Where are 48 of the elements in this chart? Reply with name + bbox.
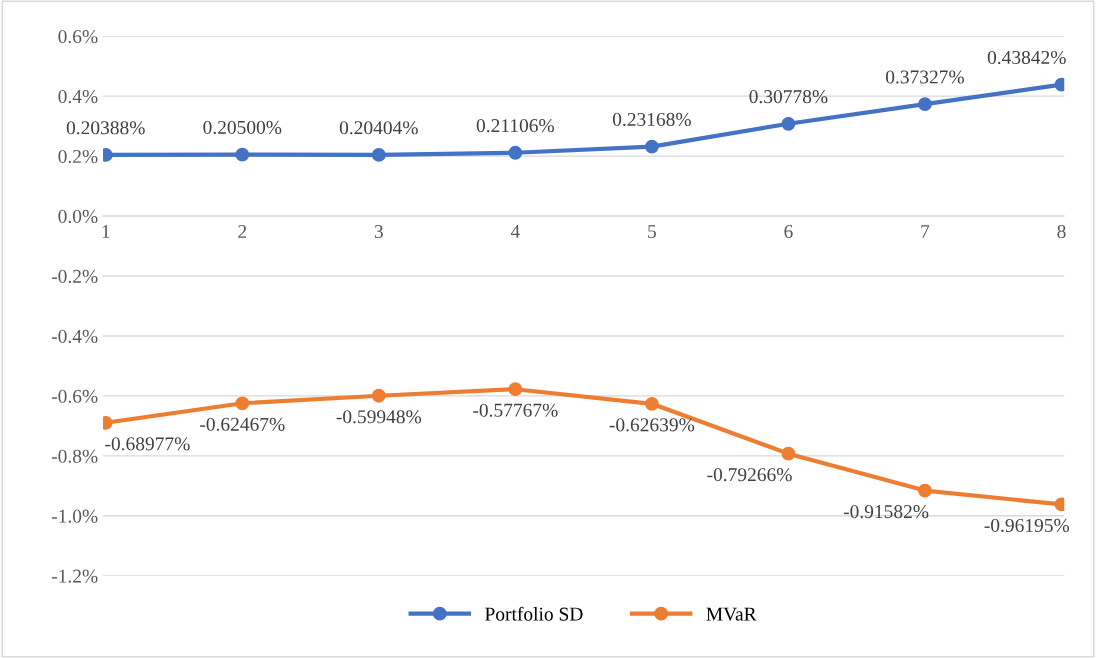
point [371,147,386,162]
data-label: 0.21106% [476,119,555,133]
point [644,139,659,154]
point [781,116,796,131]
x-tick-label: 6 [784,224,793,239]
data-label: -0.79266% [707,468,792,482]
data-label: 0.30778% [749,90,828,104]
y-tick-label: 0.2% [58,149,98,164]
y-tick-label: -0.4% [51,329,98,343]
point [918,97,932,112]
data-label: 0.20500% [203,120,282,135]
y-tick-label: -1.2% [51,569,98,583]
y-tick-label: -1.0% [51,509,98,523]
x-tick-label: 4 [510,225,520,238]
x-tick-label: 3 [374,224,383,239]
point [781,446,796,461]
y-tick-label: -0.8% [51,449,98,463]
point [918,483,932,498]
data-label: 0.23168% [612,112,691,127]
data-label: -0.68977% [105,437,190,451]
legend-label: MVaR [706,607,757,621]
legend-label: Portfolio SD [485,606,583,621]
x-tick-label: 8 [1057,224,1066,239]
data-label: -0.96195% [984,518,1070,533]
point [235,147,250,162]
y-tick-label: -0.6% [51,389,98,403]
data-label: -0.62467% [200,417,285,431]
point [371,388,386,403]
x-tick-label: 7 [921,225,930,238]
y-tick-label: 0.4% [58,89,98,104]
data-label: -0.62639% [609,418,695,432]
data-label: 0.37327% [886,70,964,84]
y-tick-label: 0.6% [58,30,98,44]
data-label: 0.20404% [339,121,418,135]
point [508,145,523,160]
point [508,382,523,397]
data-label: 0.43842% [987,50,1066,65]
point [644,396,659,411]
y-tick-label: 0.0% [58,209,98,224]
x-tick-label: 1 [102,225,110,238]
x-tick-label: 5 [648,225,656,239]
data-label: -0.59948% [336,410,422,424]
x-tick-label: 2 [238,224,247,238]
point [235,396,250,411]
data-label: 0.20388% [66,121,145,135]
data-label: -0.91582% [843,505,929,519]
data-label: -0.57767% [473,403,558,417]
y-tick-label: -0.2% [51,269,98,284]
